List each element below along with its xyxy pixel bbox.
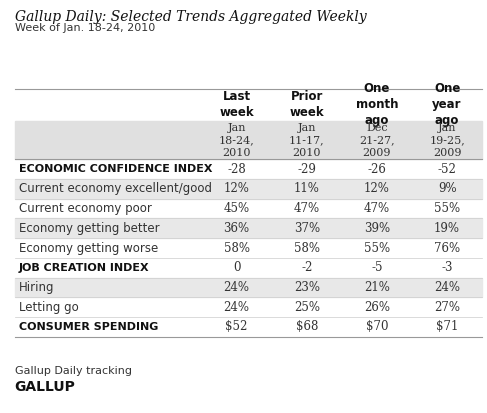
Text: Jan
19-25,
2009: Jan 19-25, 2009 xyxy=(429,123,465,158)
Text: 11%: 11% xyxy=(294,183,320,195)
Text: Letting go: Letting go xyxy=(19,301,78,313)
Text: -29: -29 xyxy=(298,163,316,176)
Text: 12%: 12% xyxy=(224,183,250,195)
Text: 55%: 55% xyxy=(434,202,460,215)
Text: 24%: 24% xyxy=(434,281,460,294)
Text: 19%: 19% xyxy=(434,222,460,235)
Text: -3: -3 xyxy=(441,261,453,274)
Text: 39%: 39% xyxy=(364,222,390,235)
Text: $52: $52 xyxy=(225,320,248,333)
Text: 23%: 23% xyxy=(294,281,320,294)
Text: 47%: 47% xyxy=(364,202,390,215)
Text: Current economy excellent/good: Current economy excellent/good xyxy=(19,183,211,195)
Text: Gallup Daily tracking: Gallup Daily tracking xyxy=(15,366,131,375)
Text: Prior
week: Prior week xyxy=(289,90,324,119)
Text: $68: $68 xyxy=(296,320,318,333)
Text: 45%: 45% xyxy=(224,202,250,215)
Text: -2: -2 xyxy=(301,261,313,274)
Text: Jan
11-17,
2010: Jan 11-17, 2010 xyxy=(289,123,325,158)
Text: Economy getting better: Economy getting better xyxy=(19,222,159,235)
Text: Current economy poor: Current economy poor xyxy=(19,202,151,215)
Text: 25%: 25% xyxy=(294,301,320,313)
Text: 21%: 21% xyxy=(364,281,390,294)
Text: One
month
ago: One month ago xyxy=(356,83,398,127)
Text: 76%: 76% xyxy=(434,242,460,254)
Text: Dec
21-27,
2009: Dec 21-27, 2009 xyxy=(359,123,395,158)
Text: Last
week: Last week xyxy=(219,90,254,119)
Text: Jan
18-24,
2010: Jan 18-24, 2010 xyxy=(219,123,255,158)
Text: $71: $71 xyxy=(436,320,458,333)
Text: 27%: 27% xyxy=(434,301,460,313)
Text: 24%: 24% xyxy=(224,301,250,313)
Text: Week of Jan. 18-24, 2010: Week of Jan. 18-24, 2010 xyxy=(15,23,155,33)
Text: -5: -5 xyxy=(371,261,383,274)
Text: 24%: 24% xyxy=(224,281,250,294)
Text: ECONOMIC CONFIDENCE INDEX: ECONOMIC CONFIDENCE INDEX xyxy=(19,164,212,174)
Text: -26: -26 xyxy=(368,163,386,176)
Text: 26%: 26% xyxy=(364,301,390,313)
Text: $70: $70 xyxy=(366,320,388,333)
Text: Economy getting worse: Economy getting worse xyxy=(19,242,158,254)
Text: Gallup Daily: Selected Trends Aggregated Weekly: Gallup Daily: Selected Trends Aggregated… xyxy=(15,10,366,24)
Text: 12%: 12% xyxy=(364,183,390,195)
Text: 58%: 58% xyxy=(224,242,250,254)
Text: -52: -52 xyxy=(438,163,456,176)
Text: Hiring: Hiring xyxy=(19,281,54,294)
Text: 47%: 47% xyxy=(294,202,320,215)
Text: GALLUP: GALLUP xyxy=(15,380,75,394)
Text: One
year
ago: One year ago xyxy=(432,83,462,127)
Text: 37%: 37% xyxy=(294,222,320,235)
Text: JOB CREATION INDEX: JOB CREATION INDEX xyxy=(19,263,149,273)
Text: -28: -28 xyxy=(227,163,246,176)
Text: 36%: 36% xyxy=(224,222,250,235)
Text: CONSUMER SPENDING: CONSUMER SPENDING xyxy=(19,322,158,332)
Text: 0: 0 xyxy=(233,261,241,274)
Text: 55%: 55% xyxy=(364,242,390,254)
Text: 58%: 58% xyxy=(294,242,320,254)
Text: 9%: 9% xyxy=(438,183,456,195)
